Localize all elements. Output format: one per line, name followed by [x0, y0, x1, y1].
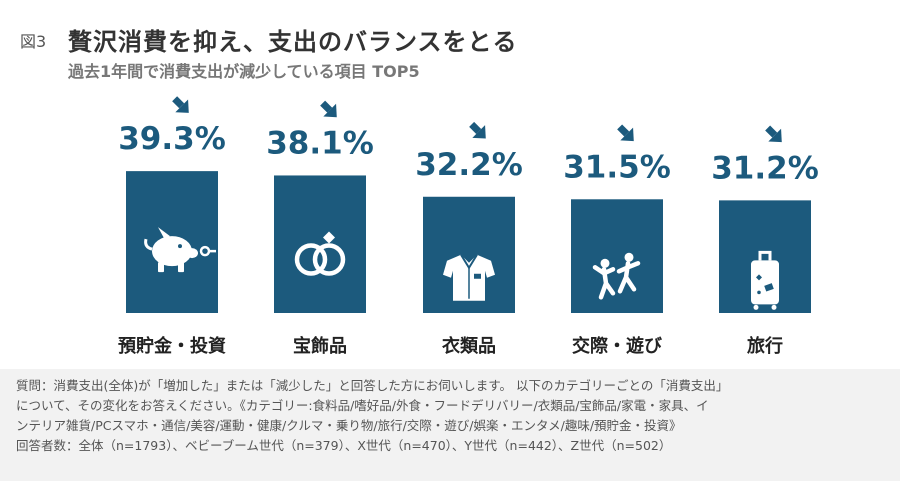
category-label: 衣類品: [442, 335, 496, 357]
down-arrow-icon: [617, 124, 634, 142]
down-arrow-icon: [172, 96, 189, 113]
rings-icon: [294, 231, 346, 276]
footnote-line: について、その変化をお答えください。《カテゴリー:食料品/嗜好品/外食・フードデ…: [16, 398, 709, 413]
bar: [274, 175, 366, 313]
down-arrow-icon: [765, 125, 782, 143]
footnote-line: ンテリア雑貨/PCスマホ・通信/美容/運動・健康/クルマ・乗り物/旅行/交際・遊…: [16, 418, 682, 433]
category-label: 旅行: [747, 335, 783, 357]
footnote-line: 回答者数：全体（n=1793）、ベビーブーム世代（n=379）、X世代（n=47…: [16, 438, 672, 453]
down-arrow-icon: [320, 100, 337, 118]
people-icon: [592, 252, 641, 300]
footnote-line: 質問：消費支出(全体)が「増加した」または「減少した」と回答した方にお伺いします…: [16, 378, 729, 393]
suitcase-icon: [751, 250, 779, 310]
figure-number: 図3: [20, 32, 47, 51]
data-label: 31.5%: [563, 149, 671, 185]
data-label: 31.2%: [711, 150, 819, 186]
category-label: 預貯金・投資: [118, 335, 226, 357]
shirt-icon: [443, 254, 495, 301]
bar-chart: 39.3% 預貯金・投資 38.1% 宝飾品 32.2% 衣類品 31.5% 交際・遊び 31.…: [118, 96, 819, 357]
category-label: 宝飾品: [293, 335, 347, 357]
chart-subtitle: 過去1年間で消費支出が減少している項目 TOP5: [68, 62, 420, 81]
bar: [571, 199, 663, 313]
category-label: 交際・遊び: [572, 335, 663, 357]
footnote: 質問：消費支出(全体)が「増加した」または「減少した」と回答した方にお伺いします…: [0, 369, 900, 481]
piggy-bank-icon: [144, 227, 216, 273]
data-label: 32.2%: [415, 147, 523, 183]
data-label: 38.1%: [266, 125, 374, 161]
down-arrow-icon: [469, 121, 486, 139]
chart-title: 贅沢消費を抑え、支出のバランスをとる: [68, 28, 518, 56]
data-label: 39.3%: [118, 121, 226, 157]
